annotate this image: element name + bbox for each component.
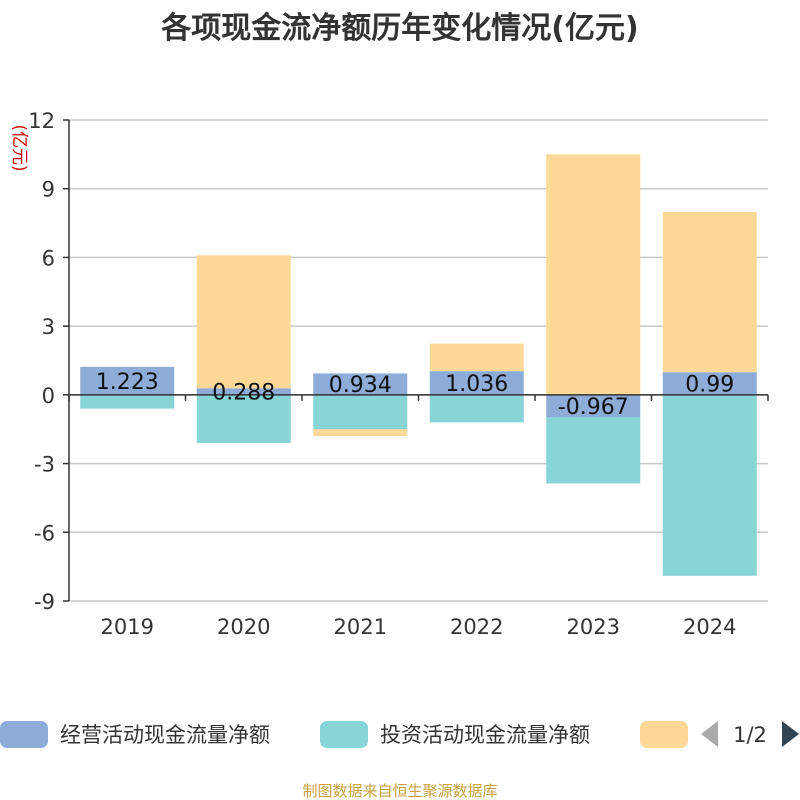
y-axis-unit: (亿元) bbox=[9, 124, 29, 171]
x-tick-label-2021: 2021 bbox=[334, 615, 387, 639]
bar-series-3-2022 bbox=[429, 343, 524, 372]
bar-series-1-2022 bbox=[429, 371, 524, 395]
axes bbox=[68, 120, 769, 601]
bar-series-1-2023 bbox=[546, 394, 641, 418]
bar-series-2-2022 bbox=[429, 394, 524, 423]
legend-item-1[interactable]: 经营活动现金流量净额 bbox=[0, 721, 270, 748]
bar-series-1-2021 bbox=[313, 373, 408, 395]
data-label-2019: 1.223 bbox=[96, 370, 159, 395]
bar-series-2-2024 bbox=[662, 394, 757, 576]
y-tick-label: 9 bbox=[42, 178, 55, 202]
data-label-2022: 1.036 bbox=[445, 372, 508, 397]
x-tick-label-2020: 2020 bbox=[217, 615, 270, 639]
legend-item-2[interactable]: 投资活动现金流量净额 bbox=[320, 721, 590, 748]
y-tick-label: 3 bbox=[42, 315, 55, 339]
y-tick-label: -3 bbox=[34, 453, 55, 477]
bar-series-1-2020 bbox=[196, 388, 291, 395]
legend-swatch bbox=[320, 721, 368, 748]
data-label-2021: 0.934 bbox=[329, 373, 392, 398]
data-label-2023: -0.967 bbox=[558, 395, 629, 420]
legend-swatch bbox=[0, 721, 48, 748]
triangle-left-icon[interactable] bbox=[701, 721, 718, 747]
x-tick-label-2019: 2019 bbox=[101, 615, 154, 639]
legend-swatch bbox=[640, 721, 688, 748]
y-tick-label: 0 bbox=[42, 384, 55, 408]
x-tick-label-2022: 2022 bbox=[450, 615, 503, 639]
triangle-right-icon[interactable] bbox=[782, 721, 799, 747]
bar-series-2-2019 bbox=[80, 394, 175, 409]
data-labels: 1.223 0.288 0.934 1.036 -0.967 0.99 bbox=[96, 370, 734, 420]
legend-label: 经营活动现金流量净额 bbox=[60, 723, 270, 747]
bar-series-2-2021 bbox=[313, 394, 408, 430]
y-tick-label: 12 bbox=[28, 109, 55, 133]
bar-series-3-2023 bbox=[546, 154, 641, 395]
y-tick-label: 6 bbox=[42, 246, 55, 270]
legend-label: 投资活动现金流量净额 bbox=[380, 723, 590, 747]
bar-series-2-2020 bbox=[196, 394, 291, 443]
x-axis-ticks: 2019 2020 2021 2022 2023 2024 bbox=[101, 615, 737, 639]
legend-item-3[interactable] bbox=[640, 721, 688, 748]
bar-series-1-2019 bbox=[80, 366, 175, 395]
data-label-2020: 0.288 bbox=[212, 381, 275, 406]
x-tick-label-2024: 2024 bbox=[683, 615, 736, 639]
bar-series-3-2021 bbox=[313, 429, 408, 437]
data-label-2024: 0.99 bbox=[685, 373, 734, 398]
y-axis-ticks: 12 9 6 3 0 -3 -6 -9 bbox=[28, 109, 69, 614]
y-tick-label: -6 bbox=[34, 521, 55, 545]
legend: 经营活动现金流量净额 投资活动现金流量净额 1/2 bbox=[0, 721, 799, 748]
y-tick-label: -9 bbox=[34, 590, 55, 614]
chart-title: 各项现金流净额历年变化情况(亿元) bbox=[160, 11, 638, 46]
bar-series-2-2023 bbox=[546, 417, 641, 484]
x-tick-label-2023: 2023 bbox=[567, 615, 620, 639]
bar-series-3-2024 bbox=[662, 211, 757, 373]
source-note: 制图数据来自恒生聚源数据库 bbox=[302, 782, 497, 800]
bar-series-3-2020 bbox=[196, 255, 291, 389]
bars bbox=[80, 154, 757, 576]
bar-series-1-2024 bbox=[662, 372, 757, 395]
legend-page-indicator: 1/2 bbox=[733, 723, 767, 747]
